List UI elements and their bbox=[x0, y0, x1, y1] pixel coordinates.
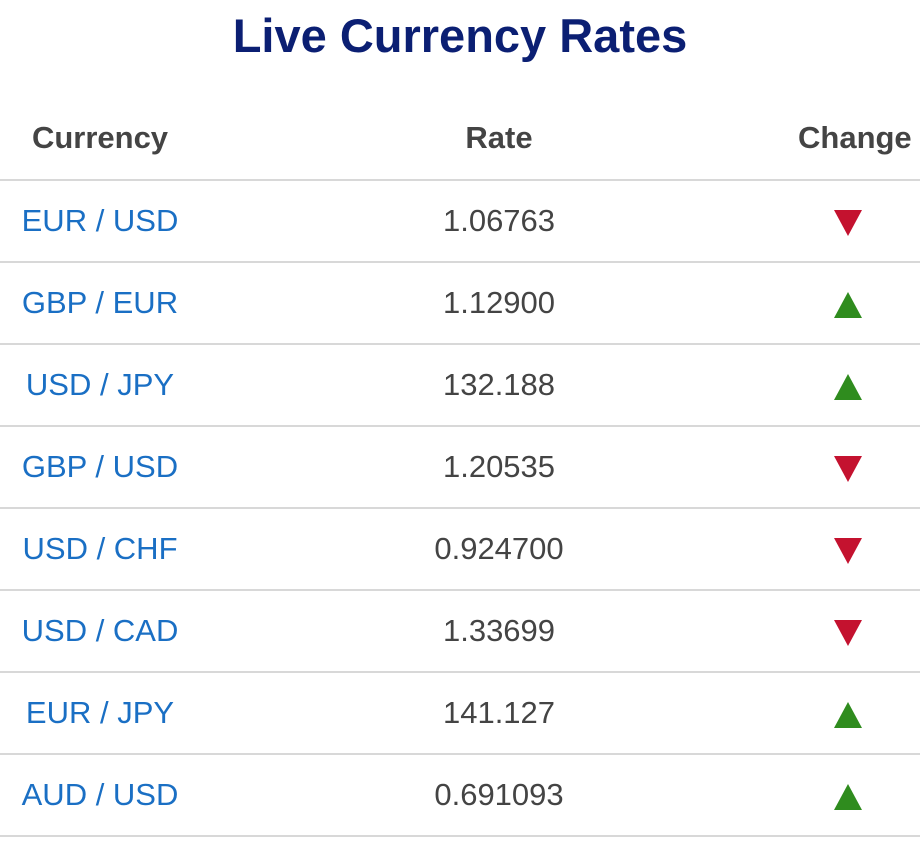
currency-pair-link[interactable]: GBP / EUR bbox=[21, 285, 179, 320]
page-title: Live Currency Rates bbox=[232, 9, 688, 62]
table-header-row: Currency Rate Change bbox=[0, 97, 920, 181]
change-cell bbox=[798, 262, 920, 345]
currency-pair-cell: AUD / USD bbox=[0, 754, 200, 837]
rate-cell: 132.188 bbox=[200, 344, 798, 427]
rate-cell: 1.12900 bbox=[200, 262, 798, 345]
up-arrow-icon bbox=[834, 701, 862, 728]
change-cell bbox=[798, 672, 920, 755]
currency-pair-link[interactable]: USD / CAD bbox=[21, 613, 179, 648]
change-cell bbox=[798, 754, 920, 837]
currency-pair-link[interactable]: USD / JPY bbox=[25, 367, 175, 402]
change-cell bbox=[798, 426, 920, 509]
currency-pair-cell: USD / CHF bbox=[0, 508, 200, 591]
table-row: EUR / USD 1.06763 bbox=[0, 180, 920, 263]
table-row: USD / CHF 0.924700 bbox=[0, 508, 920, 591]
currency-pair-cell: GBP / EUR bbox=[0, 262, 200, 345]
currency-pair-link[interactable]: USD / CHF bbox=[22, 531, 178, 566]
table-row: USD / CAD 1.33699 bbox=[0, 590, 920, 673]
currency-pair-cell: GBP / USD bbox=[0, 426, 200, 509]
currency-pair-cell: EUR / USD bbox=[0, 180, 200, 263]
column-header-change: Change bbox=[798, 97, 920, 181]
down-arrow-icon bbox=[834, 537, 862, 564]
table-row: EUR / JPY 141.127 bbox=[0, 672, 920, 755]
table-row: GBP / USD 1.20535 bbox=[0, 426, 920, 509]
currency-pair-cell: USD / CAD bbox=[0, 590, 200, 673]
rate-cell: 0.691093 bbox=[200, 754, 798, 837]
currency-pair-cell: USD / JPY bbox=[0, 344, 200, 427]
up-arrow-icon bbox=[834, 783, 862, 810]
down-arrow-icon bbox=[834, 209, 862, 236]
table-row: GBP / EUR 1.12900 bbox=[0, 262, 920, 345]
up-arrow-icon bbox=[834, 373, 862, 400]
rate-cell: 1.06763 bbox=[200, 180, 798, 263]
rate-cell: 141.127 bbox=[200, 672, 798, 755]
currency-pair-cell: EUR / JPY bbox=[0, 672, 200, 755]
up-arrow-icon bbox=[834, 291, 862, 318]
change-cell bbox=[798, 590, 920, 673]
currency-pair-link[interactable]: AUD / USD bbox=[21, 777, 179, 812]
change-cell bbox=[798, 508, 920, 591]
currency-pair-link[interactable]: GBP / USD bbox=[21, 449, 179, 484]
rate-cell: 0.924700 bbox=[200, 508, 798, 591]
rates-table: Currency Rate Change EUR / USD 1.06763 G… bbox=[0, 97, 920, 837]
currency-pair-link[interactable]: EUR / USD bbox=[21, 203, 179, 238]
currency-pair-link[interactable]: EUR / JPY bbox=[25, 695, 175, 730]
rate-cell: 1.20535 bbox=[200, 426, 798, 509]
down-arrow-icon bbox=[834, 619, 862, 646]
rate-cell: 1.33699 bbox=[200, 590, 798, 673]
down-arrow-icon bbox=[834, 455, 862, 482]
column-header-rate: Rate bbox=[200, 97, 798, 181]
table-row: AUD / USD 0.691093 bbox=[0, 754, 920, 837]
change-cell bbox=[798, 344, 920, 427]
table-row: USD / JPY 132.188 bbox=[0, 344, 920, 427]
column-header-currency: Currency bbox=[0, 97, 200, 181]
change-cell bbox=[798, 180, 920, 263]
